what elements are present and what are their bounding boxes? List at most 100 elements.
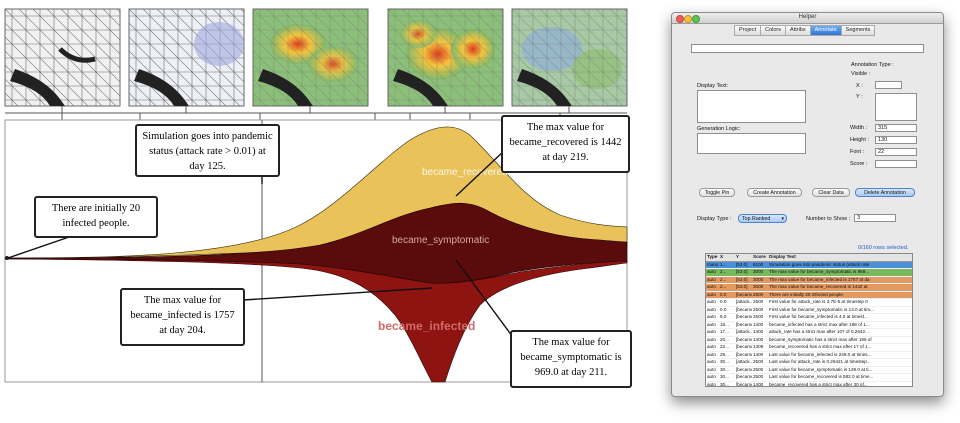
annotation-pandemic[interactable]: Simulation goes into pandemic status (at… (135, 124, 280, 177)
annotations-table[interactable]: Type X Y Score Display Text manu 1... [53.… (705, 253, 913, 387)
table-cell-type: auto (707, 374, 716, 379)
map-thumbnail-1 (4, 8, 121, 107)
display-type-select[interactable]: Top Ranked ▾ (738, 214, 787, 223)
map-thumbnail-3 (252, 8, 369, 107)
table-row[interactable]: auto 2... [53.0] 3000 The max value for beca… (706, 276, 912, 284)
table-cell-text: Last value for attack_rate is 0.26421 at… (769, 359, 871, 364)
table-row[interactable]: auto 18... [became...1400 became_infected h… (706, 321, 912, 329)
table-row[interactable]: auto 20... [became...1400 became_symptomati… (706, 336, 912, 344)
table-cell-x: 18... (720, 321, 729, 327)
table-cell-y: [became... (736, 314, 752, 319)
column-header-y[interactable]: Y (736, 254, 740, 259)
table-row[interactable]: auto 17... [attack... 1400 attack_rate has a… (706, 329, 912, 337)
table-cell-type: auto (707, 381, 716, 387)
column-header-type[interactable]: Type (707, 254, 718, 259)
annotation-search-field[interactable] (691, 44, 924, 53)
annotation-symptomatic-max[interactable]: The max value for became_symptomatic is … (510, 330, 632, 388)
table-row[interactable]: auto 0.0 [became...2500 There are initially… (706, 291, 912, 299)
table-cell-text: First value for became_infected is 4.0 a… (769, 314, 868, 319)
y-field[interactable] (875, 93, 917, 121)
table-cell-y: [became... (736, 351, 752, 357)
tab-project[interactable]: Project (734, 25, 761, 36)
table-cell-x: 30... (720, 366, 729, 372)
table-cell-score: 1400 (753, 351, 764, 357)
column-header-x[interactable]: X (720, 254, 724, 259)
table-cell-y: [became... (736, 306, 752, 312)
table-cell-x: 2... (720, 284, 727, 289)
table-cell-type: auto (707, 276, 716, 282)
table-cell-y: [became... (736, 291, 752, 297)
zoom-window-button[interactable] (692, 15, 700, 23)
table-row[interactable]: auto 30... [became...2500 Last value for be… (706, 374, 912, 382)
annotation-infected-max[interactable]: The max value for became_infected is 175… (120, 288, 245, 346)
number-to-show-field[interactable]: 3 (854, 214, 896, 222)
column-header-display-text[interactable]: Display Text (769, 254, 796, 259)
table-cell-text: Last value for became_recovered is 582.0… (769, 374, 874, 379)
annotation-initial[interactable]: There are initially 20 infected people. (34, 196, 158, 238)
table-cell-text: Last value for became_infected is 248.0 … (769, 351, 872, 357)
table-cell-type: auto (707, 284, 716, 289)
table-row[interactable]: auto 30... [became...1400 became_recovered … (706, 381, 912, 387)
table-row[interactable]: auto 29... [became...1400 Last value for be… (706, 351, 912, 359)
table-row[interactable]: auto 0.0 [attack... 2500 First value for att… (706, 299, 912, 307)
table-cell-text: First value for attack_rate is 3.7E-5 at… (769, 299, 868, 304)
table-row[interactable]: auto 2... [53.0] 3000 The max value for beca… (706, 269, 912, 277)
font-size-field[interactable]: 22 (875, 148, 917, 156)
table-row[interactable]: manu 1... [53.0] 5100 Simulation goes into p… (706, 261, 912, 269)
table-row[interactable]: auto 2... [53.0] 3000 The max value for beca… (706, 284, 912, 292)
table-row[interactable]: auto 30... [became...2500 Last value for be… (706, 366, 912, 374)
table-row[interactable]: auto 22... [became...1309 became_recovered … (706, 344, 912, 352)
table-cell-type: auto (707, 366, 716, 372)
table-cell-text: became_recovered has a strict max after … (769, 344, 872, 349)
tab-segments[interactable]: Segments (840, 25, 876, 36)
close-window-button[interactable] (676, 15, 684, 23)
table-cell-x: 0.0 (720, 299, 727, 304)
table-cell-type: auto (707, 351, 716, 357)
table-cell-type: manu (707, 261, 719, 267)
table-cell-y: [became... (736, 336, 752, 342)
table-cell-text: The max value for became_recovered is 14… (769, 284, 868, 289)
table-cell-x: 2... (720, 276, 727, 282)
table-cell-x: 0.0 (720, 306, 727, 312)
table-cell-text: The max value for became_symptomatic is … (769, 269, 870, 274)
height-label: Height : (850, 137, 869, 143)
table-row[interactable]: auto 0.0 [became...2500 First value for bec… (706, 306, 912, 314)
minimize-window-button[interactable] (684, 15, 692, 23)
x-field[interactable] (875, 81, 902, 89)
tab-bar: Project Colors Attribs Annotate Segments (734, 25, 876, 36)
table-cell-x: 20... (720, 336, 729, 342)
width-field[interactable]: 315 (875, 124, 917, 132)
font-label: Font : (850, 149, 865, 155)
table-cell-x: 0.0 (720, 291, 727, 297)
display-text-label: Display Text: (697, 83, 729, 89)
score-field[interactable] (875, 160, 917, 168)
table-cell-score: 2500 (753, 366, 764, 372)
annotation-recovered-max[interactable]: The max value for became_recovered is 14… (501, 115, 630, 173)
table-row[interactable]: auto 30... [attack... 2500 Last value for at… (706, 359, 912, 367)
score-label: Score : (850, 161, 868, 167)
tab-annotate[interactable]: Annotate (809, 25, 841, 36)
clear-data-button[interactable]: Clear Data (812, 188, 850, 197)
height-field[interactable]: 130 (875, 136, 917, 144)
table-header: Type X Y Score Display Text (706, 254, 912, 262)
map-thumbnail-5 (511, 8, 628, 107)
tab-attribs[interactable]: Attribs (785, 25, 810, 36)
table-cell-score: 3000 (753, 284, 764, 289)
tab-colors[interactable]: Colors (760, 25, 786, 36)
table-cell-type: auto (707, 336, 716, 342)
generation-logic-area[interactable] (697, 133, 806, 154)
x-label: X : (856, 83, 863, 89)
table-cell-y: [attack... (736, 299, 752, 304)
window-titlebar[interactable]: Helper (672, 13, 943, 24)
table-cell-score: 2500 (753, 306, 764, 312)
table-row[interactable]: auto 6.0 [became...2500 First value for bec… (706, 314, 912, 322)
display-text-area[interactable] (697, 90, 806, 123)
delete-annotation-button[interactable]: Delete Annotation (855, 188, 915, 197)
table-cell-x: 1... (720, 261, 727, 267)
stream-label-recovered: became_recovered (422, 167, 508, 178)
table-cell-x: 2... (720, 269, 727, 274)
toggle-pin-button[interactable]: Toggle Pin (699, 188, 735, 197)
stream-layers (4, 126, 628, 383)
create-annotation-button[interactable]: Create Annotation (747, 188, 802, 197)
column-header-score[interactable]: Score (753, 254, 766, 259)
